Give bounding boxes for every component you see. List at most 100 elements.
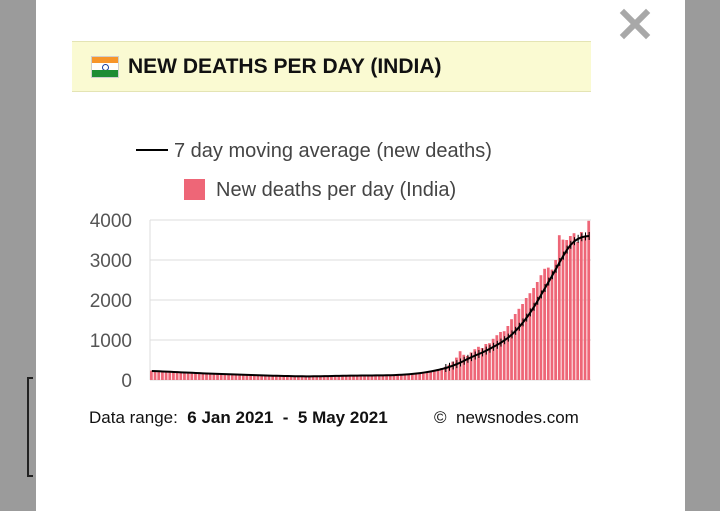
bar-mark	[326, 375, 330, 380]
bar-mark	[161, 371, 164, 380]
bar-mark	[278, 376, 282, 380]
bar-mark	[227, 374, 230, 380]
y-tick-label: 3000	[90, 251, 132, 272]
y-tick-label: 0	[121, 371, 132, 392]
bar-mark	[194, 372, 197, 380]
bar-mark	[421, 372, 425, 380]
bar-mark	[557, 235, 561, 380]
bar-mark	[568, 236, 572, 380]
legend-new-deaths-label: New deaths per day (India)	[216, 179, 456, 201]
bar-mark	[205, 373, 208, 380]
bar-mark	[388, 375, 392, 380]
bar-mark	[561, 239, 565, 380]
bar-mark	[462, 354, 466, 380]
bar-mark	[293, 376, 297, 380]
y-tick-label: 1000	[90, 331, 132, 352]
bar-mark	[477, 346, 480, 380]
bar-mark	[219, 374, 223, 380]
y-axis-labels: 0 1000 2000 3000 4000	[90, 211, 132, 392]
bar-mark	[377, 375, 381, 380]
bar-mark	[396, 374, 399, 380]
deaths-chart: 7 day moving average (new deaths) New de…	[90, 140, 591, 392]
bar-mark	[532, 288, 535, 380]
bar-mark	[352, 375, 355, 380]
bar-mark	[418, 372, 422, 380]
bar-mark	[432, 370, 436, 380]
bar-mark	[249, 374, 252, 380]
bar-series	[150, 220, 591, 380]
bar-mark	[539, 275, 543, 380]
bar-mark	[260, 375, 264, 380]
bar-mark	[245, 374, 249, 380]
y-tick-label: 2000	[90, 291, 132, 312]
bar-mark	[440, 368, 444, 380]
bar-mark	[513, 314, 517, 380]
bar-mark	[469, 352, 473, 380]
bar-mark	[374, 375, 377, 380]
bar-mark	[528, 293, 532, 380]
bar-mark	[315, 376, 319, 380]
bar-mark	[392, 375, 396, 380]
bar-mark	[363, 375, 366, 380]
bar-mark	[521, 304, 524, 380]
bar-mark	[190, 372, 194, 380]
bar-mark	[543, 268, 546, 380]
bar-mark	[414, 373, 418, 380]
bar-mark	[212, 373, 216, 380]
bar-mark	[234, 374, 238, 380]
legend-moving-average-label: 7 day moving average (new deaths)	[174, 140, 492, 162]
bar-mark	[565, 240, 569, 380]
bar-mark	[495, 335, 499, 380]
bar-mark	[168, 371, 172, 380]
bar-mark	[201, 373, 205, 380]
bar-mark	[216, 374, 219, 380]
bar-mark	[341, 375, 344, 380]
bar-mark	[517, 308, 521, 380]
range-end: 5 May 2021	[297, 408, 388, 427]
y-tick-label: 4000	[90, 211, 132, 232]
bar-mark	[183, 372, 186, 380]
bar-mark	[436, 369, 440, 380]
bar-mark	[484, 344, 488, 380]
bar-mark	[241, 374, 245, 380]
bar-mark	[576, 242, 580, 380]
bar-mark	[197, 373, 201, 380]
bar-mark	[311, 376, 315, 380]
bar-mark	[223, 373, 227, 380]
bar-mark	[164, 371, 168, 380]
bar-mark	[308, 376, 311, 380]
background-bracket	[27, 377, 33, 477]
source-credit[interactable]: © newsnodes.com	[434, 407, 579, 429]
data-range-text: Data range: 6 Jan 2021 - 5 May 2021	[89, 407, 389, 429]
bar-mark	[263, 375, 267, 380]
chart-title: NEW DEATHS PER DAY (INDIA)	[128, 54, 442, 78]
bar-mark	[348, 375, 352, 380]
bar-mark	[172, 371, 175, 380]
bar-mark	[274, 376, 278, 380]
chart-legend: 7 day moving average (new deaths) New de…	[136, 140, 492, 201]
bar-mark	[455, 357, 458, 380]
close-button[interactable]	[619, 8, 651, 40]
bar-mark	[546, 267, 550, 380]
moving-average-series	[151, 232, 590, 378]
data-range-label: Data range:	[89, 408, 178, 427]
india-flag-icon	[91, 55, 119, 78]
bar-mark	[554, 260, 558, 380]
bar-mark	[208, 373, 212, 380]
bar-mark	[502, 331, 506, 380]
bar-mark	[289, 376, 293, 380]
range-start: 6 Jan 2021	[187, 408, 274, 427]
credit-link[interactable]: newsnodes.com	[455, 408, 579, 427]
bar-mark	[175, 371, 179, 380]
bar-mark	[587, 220, 591, 380]
bar-mark	[186, 372, 190, 380]
close-icon	[619, 8, 651, 40]
bar-mark	[282, 376, 286, 380]
bar-mark	[252, 375, 256, 380]
bar-mark	[488, 343, 491, 380]
bar-mark	[399, 374, 403, 380]
bar-mark	[407, 374, 411, 380]
bar-mark	[535, 282, 539, 380]
bar-mark	[333, 376, 337, 380]
bar-mark	[425, 371, 429, 380]
